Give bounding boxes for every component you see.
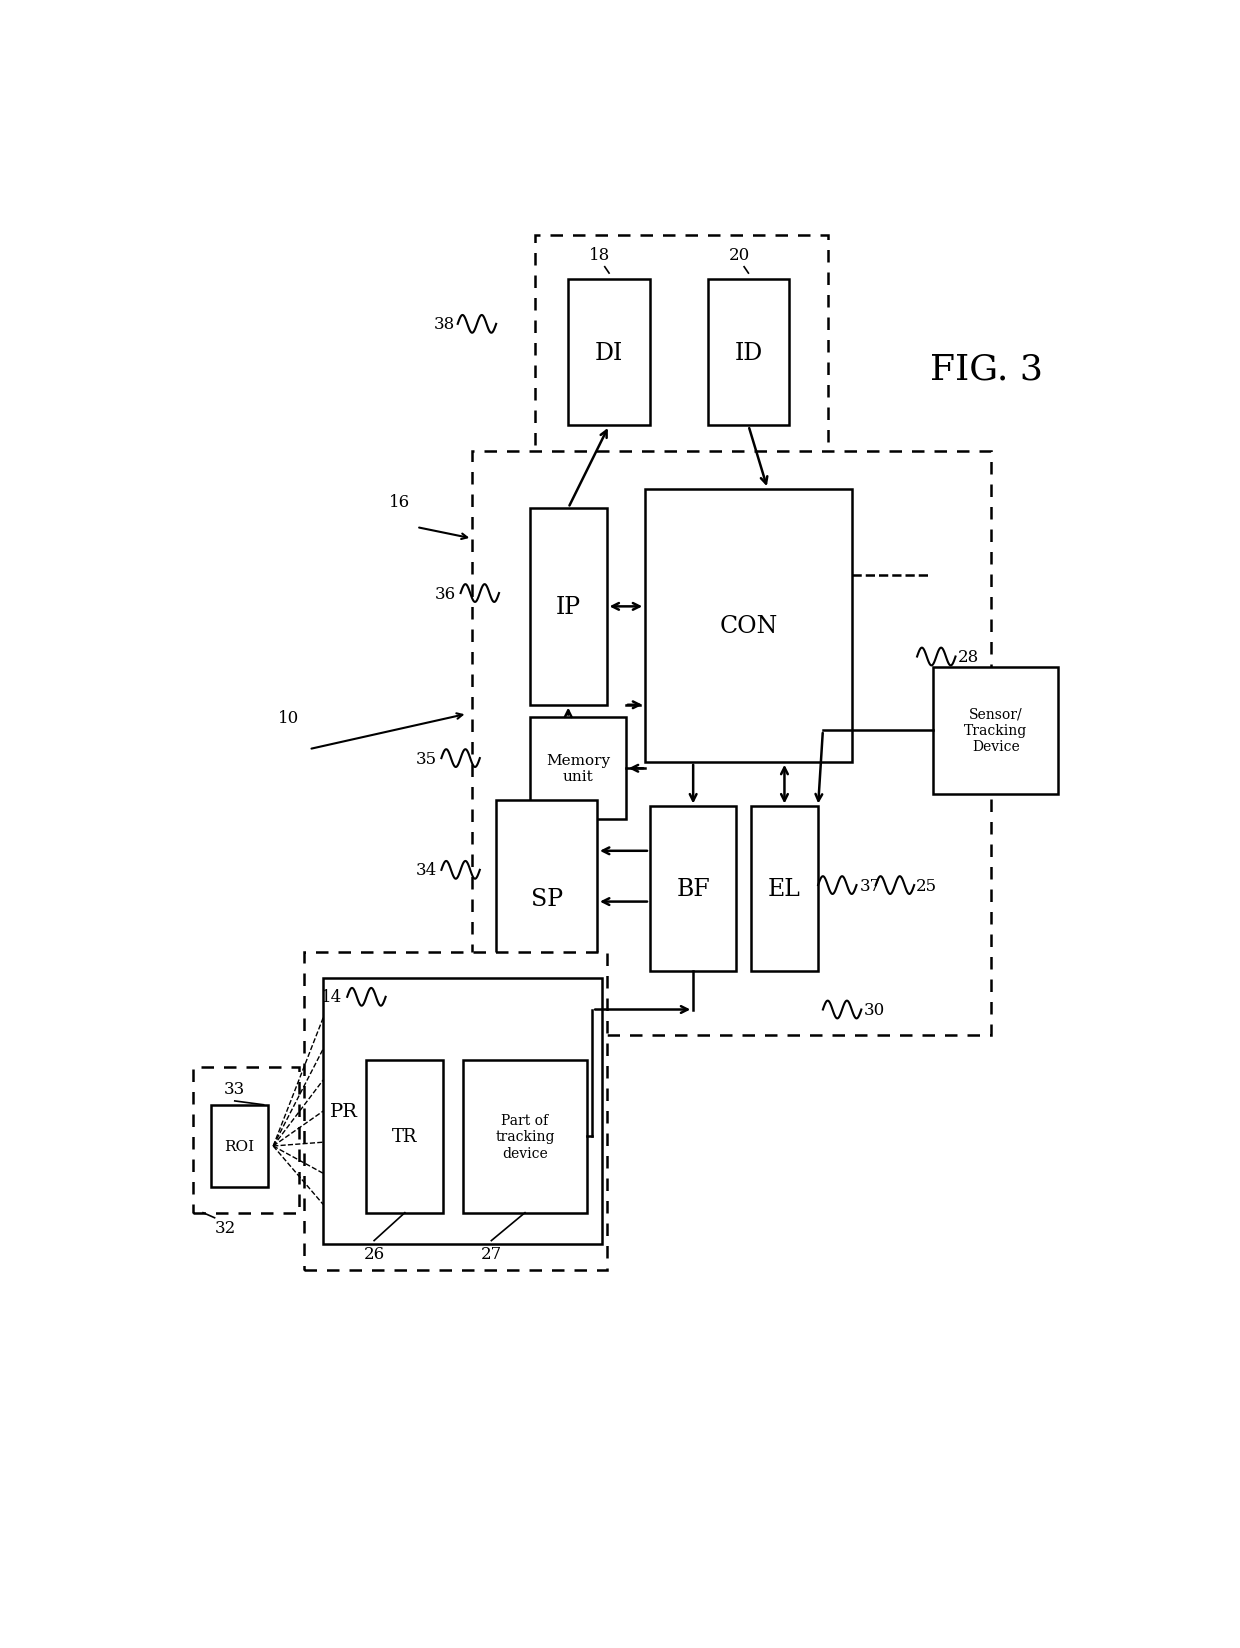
Bar — [211, 1106, 268, 1188]
Text: 14: 14 — [321, 989, 342, 1005]
Text: 33: 33 — [224, 1079, 246, 1098]
Bar — [529, 509, 606, 705]
Text: FIG. 3: FIG. 3 — [930, 353, 1043, 386]
Text: 25: 25 — [916, 877, 937, 893]
Text: 32: 32 — [215, 1220, 236, 1236]
Bar — [367, 1061, 444, 1213]
Bar — [529, 719, 626, 819]
Text: Memory
unit: Memory unit — [546, 753, 610, 784]
Text: 37: 37 — [859, 877, 880, 893]
Text: CON: CON — [719, 615, 777, 638]
Bar — [568, 280, 650, 427]
Text: 27: 27 — [481, 1244, 502, 1262]
Bar — [496, 801, 596, 997]
Text: 26: 26 — [363, 1244, 384, 1262]
Bar — [645, 489, 852, 763]
Bar — [324, 979, 601, 1244]
Text: 35: 35 — [415, 750, 436, 766]
Text: 10: 10 — [278, 710, 299, 727]
Text: 20: 20 — [729, 246, 750, 264]
Text: EL: EL — [768, 878, 801, 901]
Text: 16: 16 — [388, 494, 409, 511]
Text: Sensor/
Tracking
Device: Sensor/ Tracking Device — [965, 707, 1028, 753]
Text: DI: DI — [595, 341, 624, 364]
Text: 18: 18 — [589, 246, 610, 264]
Text: ROI: ROI — [224, 1139, 254, 1154]
Text: 28: 28 — [957, 649, 978, 666]
Bar — [534, 236, 828, 465]
Bar — [708, 280, 789, 427]
Bar — [463, 1061, 588, 1213]
Text: SP: SP — [531, 887, 563, 910]
Text: 38: 38 — [434, 316, 455, 333]
Text: 36: 36 — [435, 585, 456, 602]
Text: Part of
tracking
device: Part of tracking device — [495, 1114, 554, 1160]
Text: 34: 34 — [415, 862, 436, 878]
Text: 30: 30 — [864, 1002, 885, 1018]
Bar — [751, 808, 818, 972]
Text: ID: ID — [734, 341, 763, 364]
Text: PR: PR — [330, 1103, 358, 1121]
Text: TR: TR — [392, 1127, 418, 1145]
Text: IP: IP — [556, 595, 580, 618]
Text: BF: BF — [676, 878, 711, 901]
Bar — [934, 667, 1059, 794]
Bar — [472, 452, 991, 1035]
Bar — [304, 953, 606, 1271]
Bar — [650, 808, 737, 972]
Bar — [193, 1066, 299, 1213]
